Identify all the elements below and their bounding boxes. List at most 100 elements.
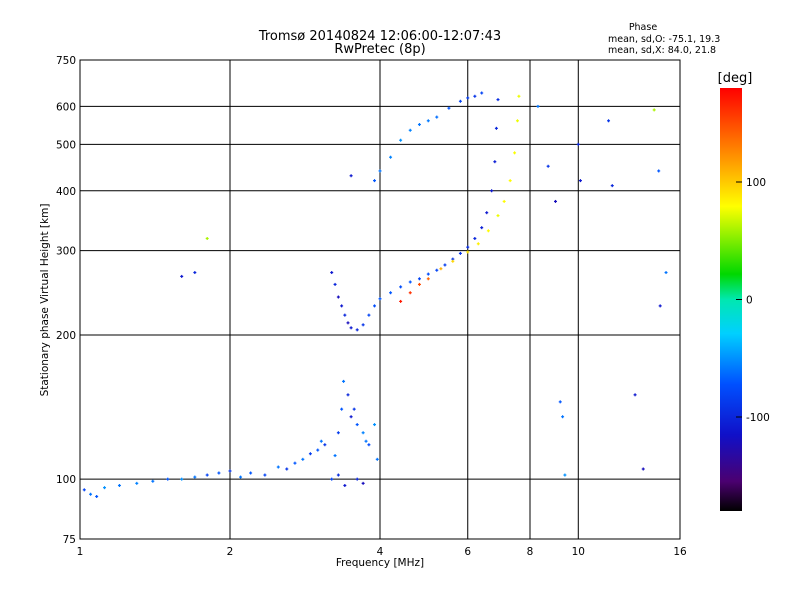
data-point bbox=[82, 488, 86, 492]
data-point bbox=[435, 268, 439, 272]
y-axis-label: Stationary phase Virtual Height [km] bbox=[39, 204, 51, 397]
data-point bbox=[343, 313, 347, 317]
data-point bbox=[323, 443, 327, 447]
stats-title: Phase bbox=[629, 22, 658, 33]
data-point bbox=[373, 179, 377, 183]
data-point bbox=[364, 439, 368, 443]
stats-line-x: mean, sd,X: 84.0, 21.8 bbox=[608, 45, 716, 56]
data-point bbox=[558, 400, 562, 404]
data-point bbox=[389, 291, 393, 295]
data-point bbox=[502, 199, 506, 203]
data-point bbox=[308, 452, 312, 456]
data-point bbox=[657, 169, 661, 173]
x-axis-label: Frequency [MHz] bbox=[336, 557, 424, 569]
data-point bbox=[217, 471, 221, 475]
data-point bbox=[343, 483, 347, 487]
data-point bbox=[151, 479, 155, 483]
data-point bbox=[561, 415, 565, 419]
data-point bbox=[301, 457, 305, 461]
data-point bbox=[95, 494, 99, 498]
data-point bbox=[658, 304, 662, 308]
data-point bbox=[193, 475, 197, 479]
data-point bbox=[319, 439, 323, 443]
y-tick-label: 600 bbox=[56, 101, 76, 113]
data-point bbox=[408, 280, 412, 284]
data-point bbox=[373, 304, 377, 308]
y-tick-label: 400 bbox=[56, 186, 76, 198]
data-point bbox=[135, 481, 139, 485]
data-point bbox=[346, 393, 350, 397]
x-tick-label: 10 bbox=[572, 546, 585, 558]
x-tick-label: 6 bbox=[464, 546, 471, 558]
x-tick-label: 4 bbox=[377, 546, 384, 558]
data-point bbox=[378, 169, 382, 173]
data-point bbox=[249, 471, 253, 475]
data-point bbox=[333, 454, 337, 458]
data-point bbox=[340, 304, 344, 308]
data-point bbox=[508, 179, 512, 183]
data-point bbox=[355, 423, 359, 427]
data-point bbox=[466, 245, 470, 249]
data-point bbox=[349, 326, 353, 330]
data-point bbox=[117, 483, 121, 487]
data-point bbox=[367, 443, 371, 447]
data-point bbox=[330, 271, 334, 275]
data-point bbox=[373, 423, 377, 427]
data-point bbox=[517, 94, 521, 98]
colorbar-tick-label: -100 bbox=[746, 412, 770, 424]
data-point bbox=[340, 407, 344, 411]
data-point bbox=[346, 321, 350, 325]
data-point bbox=[336, 473, 340, 477]
data-point bbox=[336, 295, 340, 299]
y-tick-label: 100 bbox=[56, 474, 76, 486]
data-point bbox=[458, 251, 462, 255]
data-point bbox=[515, 119, 519, 123]
data-point bbox=[473, 94, 477, 98]
data-point bbox=[361, 323, 365, 327]
data-point bbox=[263, 473, 267, 477]
data-point bbox=[473, 236, 477, 240]
colorbar-label: [deg] bbox=[718, 71, 753, 86]
data-point bbox=[417, 282, 421, 286]
data-point bbox=[352, 407, 356, 411]
data-point bbox=[355, 328, 359, 332]
y-tick-label: 200 bbox=[56, 330, 76, 342]
data-point bbox=[435, 115, 439, 119]
colorbar-ticks: 100 0 -100 bbox=[736, 177, 770, 424]
data-point bbox=[103, 486, 107, 490]
data-point bbox=[576, 142, 580, 146]
data-point bbox=[513, 151, 517, 155]
data-point bbox=[417, 123, 421, 127]
data-point bbox=[494, 126, 498, 130]
data-point bbox=[426, 277, 430, 281]
data-point bbox=[399, 285, 403, 289]
x-tick-label: 1 bbox=[77, 546, 84, 558]
y-tick-label: 75 bbox=[63, 534, 76, 546]
data-point bbox=[486, 229, 490, 233]
data-point bbox=[361, 431, 365, 435]
data-point bbox=[193, 271, 197, 275]
chart-subtitle: RwPretec (8p) bbox=[334, 42, 425, 57]
data-point bbox=[205, 473, 209, 477]
data-point bbox=[166, 477, 170, 481]
data-point bbox=[426, 272, 430, 276]
data-point bbox=[180, 477, 184, 481]
data-point bbox=[399, 299, 403, 303]
data-point bbox=[389, 155, 393, 159]
data-point bbox=[336, 431, 340, 435]
data-point bbox=[610, 184, 614, 188]
data-point bbox=[536, 104, 540, 108]
chart-title: Tromsø 20140824 12:06:00-12:07:43 bbox=[258, 29, 501, 44]
data-point bbox=[480, 91, 484, 95]
data-point bbox=[276, 465, 280, 469]
data-point bbox=[633, 393, 637, 397]
colorbar-tick-label: 100 bbox=[746, 177, 766, 189]
data-point bbox=[553, 199, 557, 203]
data-point bbox=[228, 469, 232, 473]
data-point bbox=[439, 267, 443, 271]
data-point bbox=[355, 477, 359, 481]
stats-line-o: mean, sd,O: -75.1, 19.3 bbox=[608, 34, 720, 45]
data-point bbox=[342, 379, 346, 383]
data-point bbox=[408, 291, 412, 295]
